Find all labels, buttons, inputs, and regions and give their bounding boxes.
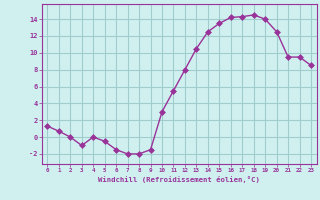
X-axis label: Windchill (Refroidissement éolien,°C): Windchill (Refroidissement éolien,°C) [98,176,260,183]
